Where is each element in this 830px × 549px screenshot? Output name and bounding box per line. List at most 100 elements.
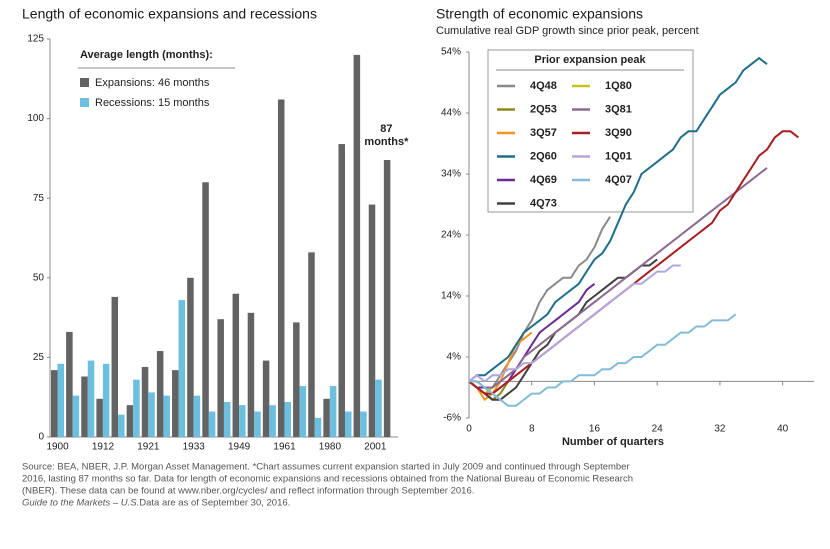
bar xyxy=(202,182,209,437)
legend-label: Recessions: 15 months xyxy=(95,97,210,109)
footer-line: (NBER). These data can be found at www.n… xyxy=(22,486,474,497)
legend-label: 1Q80 xyxy=(605,80,632,92)
bar xyxy=(338,144,345,437)
bar xyxy=(81,376,88,437)
legend-label: 3Q90 xyxy=(605,127,632,139)
y-tick-label: 0 xyxy=(38,432,44,443)
bar xyxy=(269,405,276,437)
x-tick-label: 16 xyxy=(589,424,601,435)
annotation: months* xyxy=(364,136,409,148)
bar xyxy=(247,312,255,437)
bar xyxy=(118,414,125,437)
bar xyxy=(353,54,361,438)
bar xyxy=(232,293,240,437)
legend-label: Expansions: 46 months xyxy=(95,77,210,89)
series-line xyxy=(468,264,681,383)
bar xyxy=(111,296,119,437)
bar xyxy=(66,331,73,437)
y-tick-label: 4% xyxy=(447,352,462,363)
bar xyxy=(254,411,261,437)
y-tick-label: 24% xyxy=(441,230,461,241)
bar xyxy=(156,351,164,437)
bar xyxy=(217,319,224,437)
bar xyxy=(368,204,376,437)
x-tick-label: 1912 xyxy=(92,442,115,453)
y-tick-label: 44% xyxy=(441,108,461,119)
footer-italic: Guide to the Markets – U.S. xyxy=(22,498,139,509)
bar xyxy=(172,370,179,437)
series-line xyxy=(469,313,737,407)
bar xyxy=(87,360,95,437)
bar xyxy=(208,411,216,437)
legend-label: 2Q53 xyxy=(530,103,557,115)
x-tick-label: 1961 xyxy=(273,442,296,453)
legend-label: 4Q69 xyxy=(530,174,557,186)
left-title: Length of economic expansions and recess… xyxy=(22,6,317,22)
legend-label: 2Q60 xyxy=(530,150,557,162)
y-tick-label: 100 xyxy=(27,113,44,124)
y-tick-label: 14% xyxy=(441,291,461,302)
x-tick-label: 8 xyxy=(529,424,535,435)
legend-swatch xyxy=(80,78,89,87)
y-tick-label: 54% xyxy=(441,47,461,58)
bar xyxy=(323,398,330,437)
legend-swatch xyxy=(80,98,89,107)
footer-end: Data are as of September 30, 2016. xyxy=(139,498,290,509)
right-legend-title: Prior expansion peak xyxy=(534,54,646,66)
y-tick-label: 34% xyxy=(441,169,461,180)
legend-label: 3Q57 xyxy=(530,127,557,139)
bar xyxy=(223,401,231,437)
right-title: Strength of economic expansions xyxy=(436,6,643,22)
series-line xyxy=(468,56,768,383)
bar xyxy=(126,405,134,437)
x-tick-label: 1980 xyxy=(319,442,342,453)
bar xyxy=(329,386,337,437)
bar xyxy=(51,370,58,437)
bar xyxy=(262,360,270,437)
bar xyxy=(141,366,149,437)
x-tick-label: 24 xyxy=(652,424,664,435)
legend-label: 4Q48 xyxy=(530,80,557,92)
bar xyxy=(344,411,352,437)
y-tick-label: 25 xyxy=(33,352,45,363)
x-tick-label: 1933 xyxy=(183,442,206,453)
bar xyxy=(308,252,315,437)
x-tick-label: 40 xyxy=(777,424,789,435)
bar xyxy=(375,379,382,437)
x-tick-label: 1921 xyxy=(137,442,160,453)
x-tick-label: 0 xyxy=(466,424,472,435)
legend-label: 1Q01 xyxy=(605,150,632,162)
bar xyxy=(314,417,322,437)
legend-label: 4Q07 xyxy=(605,174,632,186)
y-tick-label: 125 xyxy=(27,34,44,45)
footer-line: 2016, lasting 87 months so far. Data for… xyxy=(22,474,633,485)
y-tick-label: 50 xyxy=(33,272,45,283)
bar xyxy=(148,392,155,437)
series-line xyxy=(469,167,768,389)
y-tick-label: 75 xyxy=(33,193,45,204)
bar xyxy=(284,401,291,437)
y-tick-label: -6% xyxy=(443,413,461,424)
bar xyxy=(96,398,103,437)
right-subtitle: Cumulative real GDP growth since prior p… xyxy=(436,25,699,37)
x-tick-label: 1900 xyxy=(46,442,69,453)
bar xyxy=(193,395,201,437)
bar xyxy=(360,411,367,437)
legend-box xyxy=(487,49,694,213)
bar xyxy=(187,277,194,437)
annotation: 87 xyxy=(380,123,392,135)
footer-line: Source: BEA, NBER, J.P. Morgan Asset Man… xyxy=(22,462,630,473)
bar xyxy=(57,363,65,437)
bar xyxy=(299,386,307,437)
bar xyxy=(293,322,300,437)
bar xyxy=(277,99,285,437)
legend-label: 3Q81 xyxy=(605,103,632,115)
bar xyxy=(239,405,246,437)
x-tick-label: 2001 xyxy=(364,442,387,453)
x-axis-title: Number of quarters xyxy=(562,436,664,448)
bar xyxy=(178,300,186,437)
bar xyxy=(163,395,170,437)
bar xyxy=(102,363,110,437)
x-tick-label: 1949 xyxy=(228,442,251,453)
